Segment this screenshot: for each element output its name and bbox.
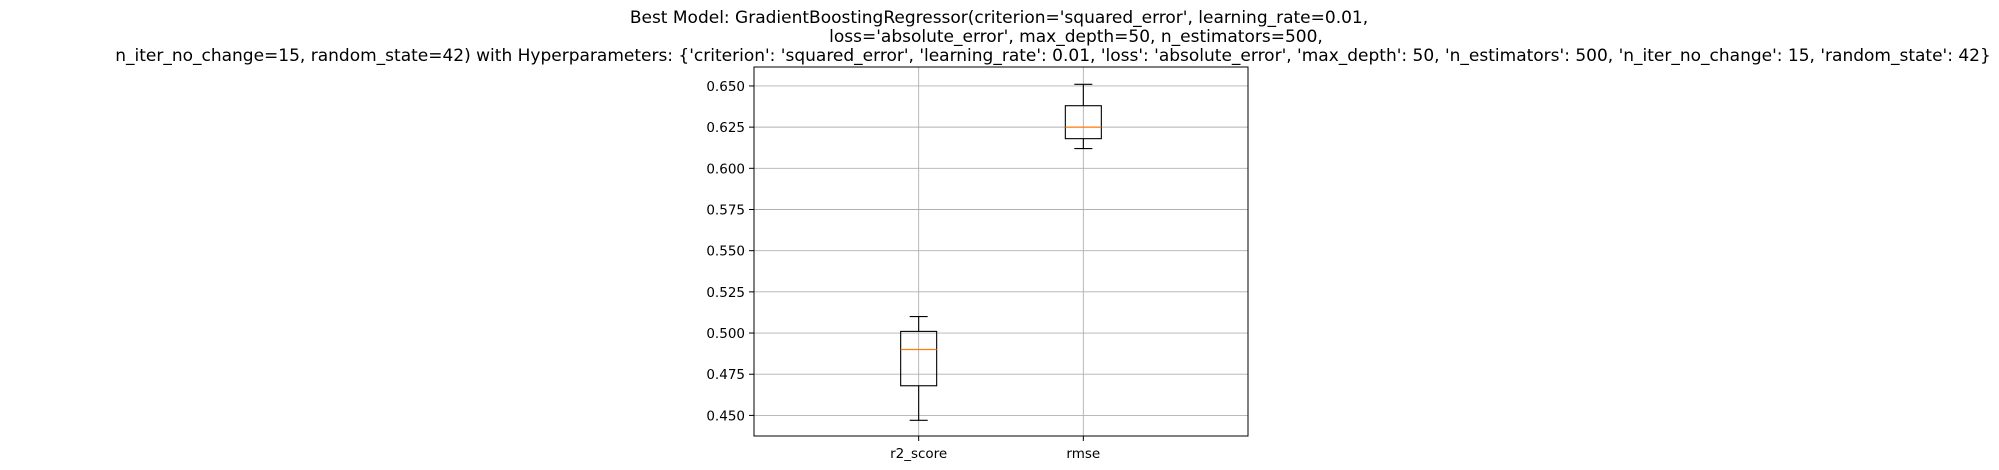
gridlines xyxy=(754,67,1248,436)
y-tick-label: 0.650 xyxy=(706,79,745,95)
y-tick-label: 0.525 xyxy=(706,285,745,301)
y-tick-label: 0.475 xyxy=(706,367,745,383)
y-tick-label: 0.625 xyxy=(706,120,745,136)
chart-title-line-1: Best Model: GradientBoostingRegressor(cr… xyxy=(630,8,1368,28)
y-tick-label: 0.550 xyxy=(706,244,745,260)
y-tick-label: 0.600 xyxy=(706,161,745,177)
y-axis-ticks: 0.450 0.475 0.500 0.525 0.550 0.575 0.600 0.625… xyxy=(706,79,754,424)
chart-title: Best Model: GradientBoostingRegressor(cr… xyxy=(115,8,1991,66)
boxes xyxy=(900,83,1102,421)
x-tick-label: r2_score xyxy=(890,446,947,462)
y-tick-label: 0.500 xyxy=(706,326,745,342)
box-rmse xyxy=(1064,105,1102,140)
y-tick-label: 0.575 xyxy=(706,202,745,218)
y-tick-label: 0.450 xyxy=(706,408,745,424)
x-axis-ticks: r2_score rmse xyxy=(890,436,1100,462)
plot-frame xyxy=(753,66,1249,437)
box-r2_score xyxy=(900,330,938,387)
x-tick-label: rmse xyxy=(1066,446,1100,462)
chart-title-line-2: loss='absolute_error', max_depth=50, n_e… xyxy=(829,27,1323,47)
chart-title-line-3: n_iter_no_change=15, random_state=42) wi… xyxy=(115,46,1991,66)
